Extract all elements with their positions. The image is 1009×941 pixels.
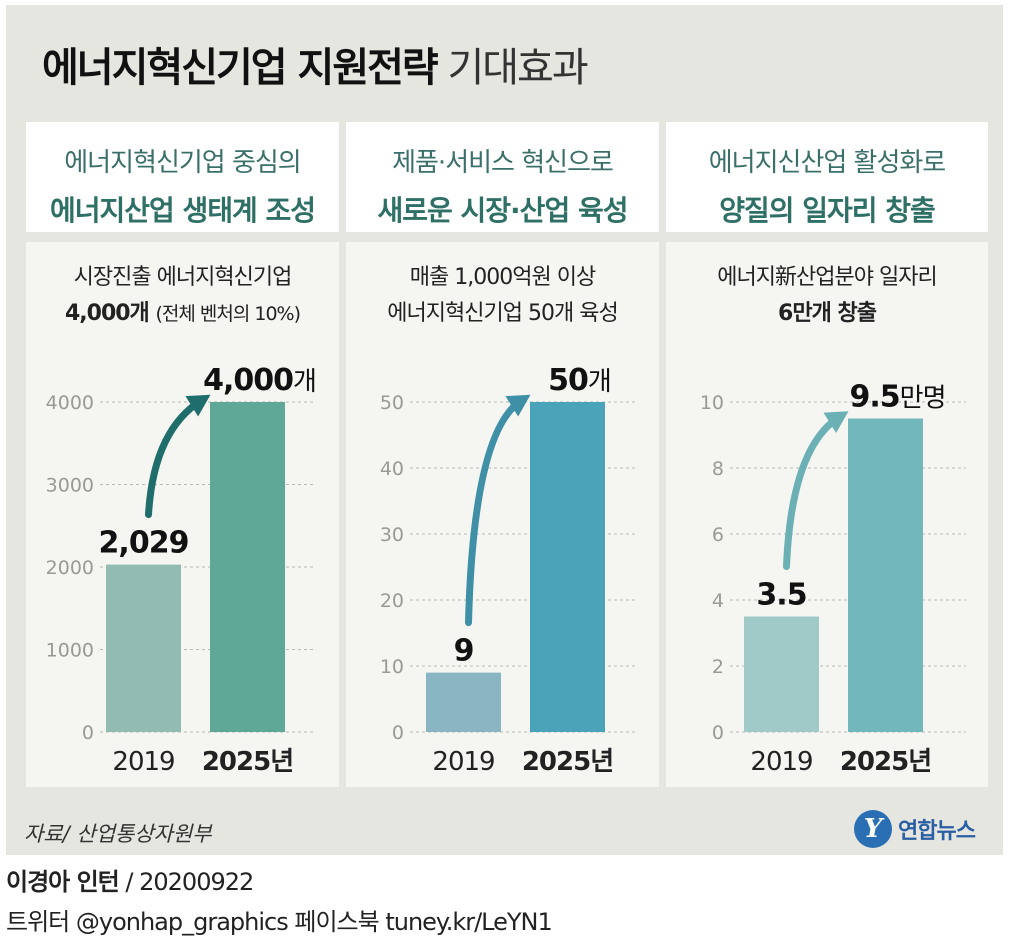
panel-1-desc-line2-note: (전체 벤처의 10%) bbox=[155, 303, 301, 325]
bar-2019 bbox=[106, 564, 181, 732]
panel-2-bar-chart: 0 10 20 30 40 50 2019 9 2025년 50개 bbox=[380, 363, 636, 777]
growth-arrow bbox=[465, 396, 526, 627]
bar-value-label: 9 bbox=[454, 634, 474, 669]
y-tick-label: 0 bbox=[82, 722, 94, 744]
y-tick-label: 1000 bbox=[46, 640, 94, 662]
yonhap-logo: Y 연합뉴스 bbox=[854, 807, 976, 851]
panel-1-header-line1: 에너지혁신기업 중심의 bbox=[64, 148, 301, 178]
bar-value-label: 4,000개 bbox=[203, 363, 316, 398]
panel-2-header-line1: 제품·서비스 혁신으로 bbox=[392, 148, 614, 178]
y-tick-label: 10 bbox=[700, 392, 724, 414]
author-credit: 이경아 인턴 / 20200922 bbox=[6, 862, 254, 897]
panel-1-desc-line1: 시장진출 에너지혁신기업 bbox=[73, 265, 293, 290]
source-note: 자료/ 산업통상자원부 bbox=[24, 822, 212, 846]
growth-arrow-head bbox=[185, 394, 211, 417]
y-tick-label: 40 bbox=[380, 458, 404, 480]
bar-2019 bbox=[426, 672, 501, 732]
panel-3-header-line2: 양질의 일자리 창출 bbox=[719, 194, 936, 227]
credit-date: / 20200922 bbox=[118, 868, 254, 896]
panel-3-description: 에너지新산업분야 일자리 6만개 창출 bbox=[666, 260, 988, 332]
growth-arrow bbox=[145, 396, 206, 519]
panel-3-desc-line2: 6만개 창출 bbox=[778, 301, 877, 326]
growth-arrow bbox=[783, 413, 844, 570]
panel-3-header: 에너지신산업 활성화로 양질의 일자리 창출 bbox=[666, 122, 988, 232]
y-tick-label: 2 bbox=[712, 656, 724, 678]
panel-3-header-line1: 에너지신산업 활성화로 bbox=[708, 148, 946, 178]
panel-3-bar-chart: 0 2 4 6 8 10 2019 3.5 2025년 9.5만명 bbox=[700, 380, 966, 777]
bar-2025년 bbox=[848, 418, 923, 732]
y-tick-label: 2000 bbox=[46, 557, 94, 579]
panel-3-chart-box: 에너지新산업분야 일자리 6만개 창출 0 2 4 6 8 10 2019 3.5 2025년 9… bbox=[666, 242, 988, 787]
yonhap-logo-icon: Y bbox=[854, 810, 892, 848]
y-tick-label: 3000 bbox=[46, 475, 94, 497]
y-tick-label: 8 bbox=[712, 458, 724, 480]
x-category-label: 2019 bbox=[432, 747, 494, 777]
panel-3-desc-line1: 에너지新산업분야 일자리 bbox=[717, 265, 937, 290]
x-category-label: 2025년 bbox=[840, 747, 931, 777]
panel-1-desc-line2-main: 4,000개 bbox=[64, 301, 150, 326]
y-tick-label: 30 bbox=[380, 524, 404, 546]
social-links: 트위터 @yonhap_graphics 페이스북 tuney.kr/LeYN1 bbox=[6, 908, 553, 936]
growth-arrow-head bbox=[823, 411, 849, 434]
y-tick-label: 0 bbox=[392, 722, 404, 744]
growth-arrow-head bbox=[505, 394, 531, 417]
panel-2-header-line2: 새로운 시장·산업 육성 bbox=[377, 194, 629, 227]
panel-2-header: 제품·서비스 혁신으로 새로운 시장·산업 육성 bbox=[346, 122, 659, 232]
panel-1-bar-chart: 0 1000 2000 3000 4000 2019 2,029 2025년 4,000개 bbox=[46, 363, 317, 777]
x-category-label: 2019 bbox=[750, 747, 812, 777]
panel-1-chart-box: 시장진출 에너지혁신기업 4,000개 (전체 벤처의 10%) 0 1000 20… bbox=[26, 242, 339, 787]
panel-1-header-line2: 에너지산업 생태계 조성 bbox=[49, 194, 316, 227]
bar-2025년 bbox=[210, 402, 285, 732]
panel-1-description: 시장진출 에너지혁신기업 4,000개 (전체 벤처의 10%) bbox=[26, 260, 339, 332]
y-tick-label: 6 bbox=[712, 524, 724, 546]
y-tick-label: 20 bbox=[380, 590, 404, 612]
title-light: 기대효과 bbox=[447, 45, 588, 91]
bar-2019 bbox=[744, 616, 819, 732]
panel-1-header: 에너지혁신기업 중심의 에너지산업 생태계 조성 bbox=[26, 122, 339, 232]
bar-value-label: 2,029 bbox=[99, 526, 189, 561]
bar-2025년 bbox=[530, 402, 605, 732]
x-category-label: 2019 bbox=[112, 747, 174, 777]
y-tick-label: 10 bbox=[380, 656, 404, 678]
x-category-label: 2025년 bbox=[202, 747, 293, 777]
y-tick-label: 4000 bbox=[46, 392, 94, 414]
x-category-label: 2025년 bbox=[522, 747, 613, 777]
author-name: 이경아 인턴 bbox=[6, 868, 120, 896]
panel-1-desc-line2: 4,000개 (전체 벤처의 10%) bbox=[26, 296, 339, 332]
page-title: 에너지혁신기업 지원전략 기대효과 bbox=[42, 35, 589, 93]
title-bold: 에너지혁신기업 지원전략 bbox=[42, 45, 439, 91]
panel-2-description: 매출 1,000억원 이상 에너지혁신기업 50개 육성 bbox=[346, 260, 659, 332]
bar-value-label: 50개 bbox=[548, 363, 611, 398]
bar-value-label: 9.5만명 bbox=[850, 380, 946, 415]
yonhap-logo-text: 연합뉴스 bbox=[898, 819, 976, 844]
y-tick-label: 0 bbox=[712, 722, 724, 744]
panel-2-desc-line1: 매출 1,000억원 이상 bbox=[409, 265, 596, 290]
bar-value-label: 3.5 bbox=[756, 578, 806, 613]
y-tick-label: 50 bbox=[380, 392, 404, 414]
y-tick-label: 4 bbox=[712, 590, 724, 612]
panel-2-chart-box: 매출 1,000억원 이상 에너지혁신기업 50개 육성 0 10 20 30 40 50… bbox=[346, 242, 659, 787]
infographic-frame: 에너지혁신기업 지원전략 기대효과 에너지혁신기업 중심의 에너지산업 생태계 … bbox=[6, 5, 1003, 855]
panel-2-desc-line2: 에너지혁신기업 50개 육성 bbox=[387, 301, 618, 326]
